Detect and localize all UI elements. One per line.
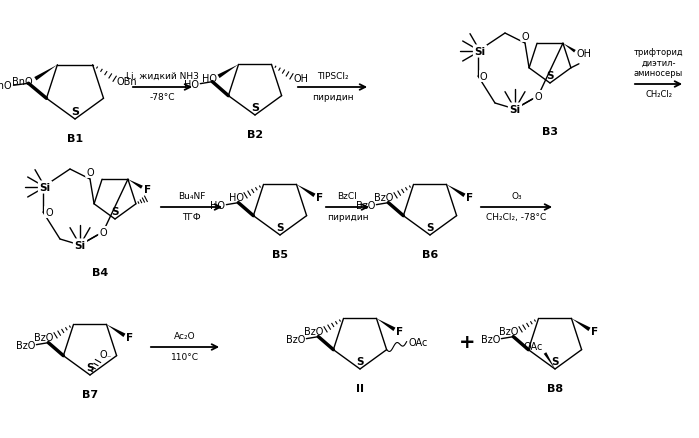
Text: O: O (99, 349, 107, 359)
Text: F: F (591, 327, 598, 336)
Text: Li, жидкий NH3: Li, жидкий NH3 (126, 72, 199, 81)
Text: OAc: OAc (524, 341, 543, 351)
Polygon shape (563, 44, 576, 53)
Text: O: O (99, 227, 107, 237)
Text: -78°C: -78°C (150, 93, 175, 102)
Polygon shape (377, 318, 396, 331)
Text: BzO: BzO (304, 327, 324, 336)
Text: B3: B3 (542, 127, 558, 137)
Text: S: S (71, 107, 79, 117)
Text: Ac₂O: Ac₂O (174, 331, 196, 340)
Text: S: S (276, 223, 284, 233)
Text: BzO: BzO (356, 200, 375, 210)
Polygon shape (106, 325, 126, 337)
Text: HO: HO (229, 193, 243, 203)
Text: HO: HO (201, 74, 217, 84)
Text: S: S (111, 207, 119, 216)
Text: B5: B5 (272, 249, 288, 259)
Polygon shape (447, 185, 466, 198)
Text: OH: OH (577, 49, 592, 59)
Text: Si: Si (74, 240, 85, 251)
Text: Si: Si (475, 47, 486, 57)
Text: +: + (459, 332, 475, 351)
Text: пиридин: пиридин (326, 212, 368, 222)
Text: пиридин: пиридин (312, 93, 353, 102)
Text: OH: OH (294, 74, 308, 84)
Text: F: F (466, 193, 474, 203)
Text: B4: B4 (92, 267, 108, 277)
Text: S: S (251, 103, 259, 113)
Text: B2: B2 (247, 130, 263, 140)
Text: B8: B8 (547, 383, 563, 393)
Text: 110°C: 110°C (171, 352, 199, 361)
Text: F: F (144, 185, 151, 195)
Text: ⁻: ⁻ (106, 352, 110, 361)
Text: O: O (534, 92, 542, 102)
Text: O: O (521, 32, 529, 42)
Text: Si: Si (510, 105, 521, 115)
Text: BnO: BnO (12, 77, 32, 87)
Text: CH₂Cl₂: CH₂Cl₂ (645, 90, 672, 99)
Text: S: S (552, 356, 559, 366)
Text: F: F (127, 332, 134, 343)
Text: S: S (546, 71, 554, 81)
Text: B7: B7 (82, 389, 98, 399)
Polygon shape (128, 180, 143, 189)
Text: O₃: O₃ (511, 191, 522, 201)
Text: BnO: BnO (0, 81, 11, 91)
Text: S: S (86, 362, 94, 372)
Text: BzCl: BzCl (338, 191, 357, 201)
Text: HO: HO (185, 79, 199, 89)
Text: Bu₄NF: Bu₄NF (178, 191, 206, 201)
Polygon shape (296, 185, 315, 198)
Text: O: O (45, 208, 52, 218)
Text: OBn: OBn (117, 77, 137, 87)
Text: B1: B1 (67, 134, 83, 144)
Polygon shape (217, 65, 238, 79)
Text: BzO: BzO (499, 327, 519, 336)
Text: OAc: OAc (409, 337, 428, 347)
Text: F: F (396, 327, 403, 336)
Text: O: O (480, 72, 488, 82)
Text: BzO: BzO (374, 193, 394, 203)
Text: S: S (426, 223, 434, 233)
Text: CH₂Cl₂, -78°C: CH₂Cl₂, -78°C (487, 212, 547, 222)
Text: II: II (356, 383, 364, 393)
Polygon shape (34, 66, 57, 81)
Text: B6: B6 (422, 249, 438, 259)
Text: трифторид
диэтил-
аминосеры: трифторид диэтил- аминосеры (634, 48, 684, 78)
Text: BzO: BzO (286, 334, 305, 344)
Text: HO: HO (210, 200, 225, 210)
Text: ТГФ: ТГФ (182, 212, 201, 222)
Polygon shape (544, 353, 555, 369)
Text: BzO: BzO (16, 340, 36, 350)
Text: F: F (317, 193, 324, 203)
Text: O: O (86, 168, 94, 177)
Text: BzO: BzO (481, 334, 500, 344)
Text: BzO: BzO (34, 332, 54, 343)
Text: TIPSCl₂: TIPSCl₂ (317, 72, 348, 81)
Text: S: S (356, 356, 363, 366)
Polygon shape (572, 318, 591, 331)
Text: Si: Si (39, 183, 50, 193)
